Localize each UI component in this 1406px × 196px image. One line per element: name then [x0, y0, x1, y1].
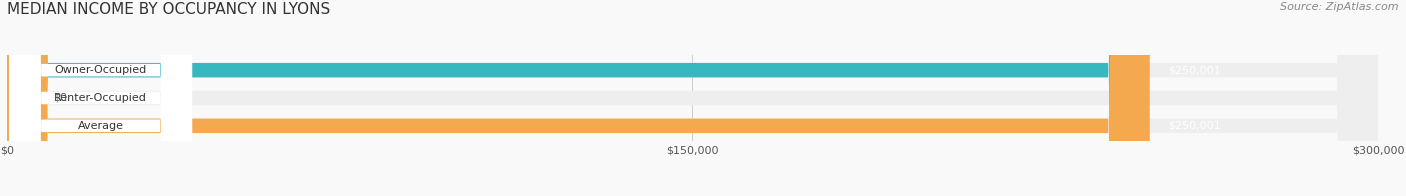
- FancyBboxPatch shape: [7, 0, 1378, 196]
- Text: Average: Average: [77, 121, 124, 131]
- Text: $0: $0: [53, 93, 66, 103]
- FancyBboxPatch shape: [10, 0, 193, 196]
- Text: Owner-Occupied: Owner-Occupied: [55, 65, 146, 75]
- FancyBboxPatch shape: [7, 0, 1150, 196]
- FancyBboxPatch shape: [7, 0, 1378, 196]
- FancyBboxPatch shape: [7, 0, 1378, 196]
- Text: $250,001: $250,001: [1168, 65, 1220, 75]
- Text: $250,001: $250,001: [1168, 121, 1220, 131]
- Text: Renter-Occupied: Renter-Occupied: [55, 93, 148, 103]
- Text: Source: ZipAtlas.com: Source: ZipAtlas.com: [1281, 2, 1399, 12]
- Text: MEDIAN INCOME BY OCCUPANCY IN LYONS: MEDIAN INCOME BY OCCUPANCY IN LYONS: [7, 2, 330, 17]
- FancyBboxPatch shape: [7, 0, 1150, 196]
- FancyBboxPatch shape: [10, 0, 193, 196]
- FancyBboxPatch shape: [10, 0, 193, 196]
- FancyBboxPatch shape: [7, 0, 34, 196]
